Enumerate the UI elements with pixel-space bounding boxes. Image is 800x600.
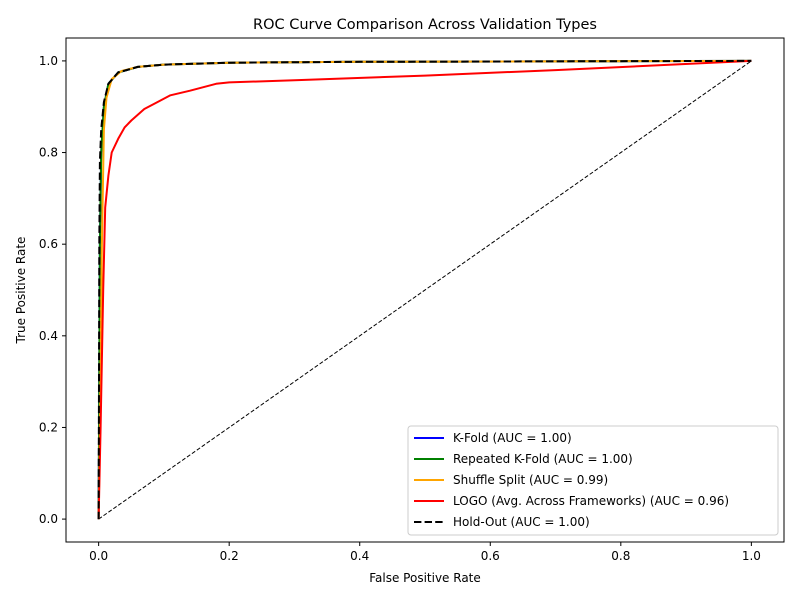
y-tick-label: 1.0 (39, 54, 58, 68)
y-tick-label: 0.6 (39, 237, 58, 251)
x-tick-label: 1.0 (742, 549, 761, 563)
legend-label: Shuffle Split (AUC = 0.99) (453, 473, 608, 487)
x-axis-label: False Positive Rate (369, 571, 481, 585)
x-tick-label: 0.4 (350, 549, 369, 563)
legend-label: K-Fold (AUC = 1.00) (453, 431, 572, 445)
plot-frame (65, 37, 785, 543)
x-tick-label: 0.0 (89, 549, 108, 563)
x-tick-label: 0.8 (611, 549, 630, 563)
y-tick-label: 0.8 (39, 146, 58, 160)
y-tick-label: 0.4 (39, 329, 58, 343)
y-tick-label: 0.2 (39, 420, 58, 434)
legend-label: LOGO (Avg. Across Frameworks) (AUC = 0.9… (453, 494, 729, 508)
y-axis-label: True Positive Rate (14, 237, 28, 345)
x-tick-label: 0.2 (220, 549, 239, 563)
chart-title: ROC Curve Comparison Across Validation T… (253, 17, 597, 33)
chance-reference-line (98, 60, 752, 520)
y-tick-label: 0.0 (39, 512, 58, 526)
legend: K-Fold (AUC = 1.00) Repeated K-Fold (AUC … (407, 425, 779, 536)
series-line-hold-out (97, 59, 752, 520)
curves-layer (97, 59, 752, 520)
x-tick-label: 0.6 (481, 549, 500, 563)
series-line-logo-avg-across-frameworks (97, 59, 752, 520)
legend-label: Hold-Out (AUC = 1.00) (453, 515, 590, 529)
x-axis-ticks: 0.0 0.2 0.4 0.6 0.8 1.0 (89, 542, 761, 563)
legend-frame (407, 425, 779, 536)
legend-label: Repeated K-Fold (AUC = 1.00) (453, 452, 633, 466)
legend-items: K-Fold (AUC = 1.00) Repeated K-Fold (AUC … (414, 431, 729, 529)
y-axis-ticks: 0.0 0.2 0.4 0.6 0.8 1.0 (39, 54, 66, 526)
